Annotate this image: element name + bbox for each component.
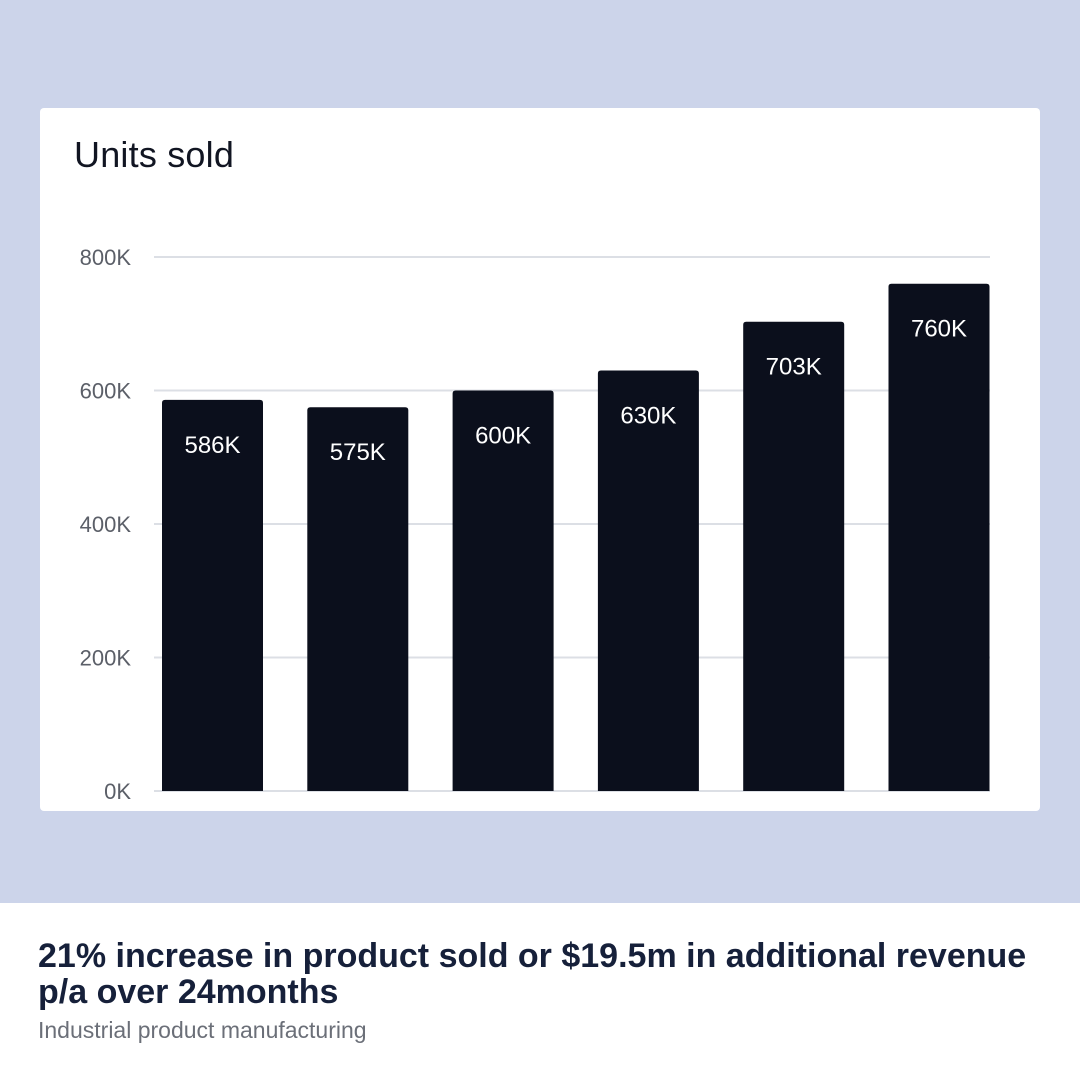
bar-value-label: 630K (620, 402, 676, 429)
bar (307, 407, 409, 791)
bar (597, 370, 699, 791)
bar-value-label: 703K (766, 354, 822, 381)
grid-lines (154, 256, 990, 792)
bar (743, 321, 845, 791)
bar-value-label: 586K (184, 432, 240, 459)
caption-panel (0, 903, 1080, 1080)
y-tick-label: 400K (80, 512, 132, 537)
caption-subtitle: Industrial product manufacturing (38, 1017, 367, 1043)
y-tick-label: 200K (80, 646, 132, 671)
bar (452, 390, 554, 791)
bars (162, 283, 990, 791)
bar-value-label: 600K (475, 423, 531, 450)
bar-chart: 0K 200K 400K 600K 800K 586K 575K 600K 630K 703K 7… (80, 245, 990, 804)
y-tick-label: 600K (80, 379, 132, 404)
caption-headline: 21% increase in product sold or $19.5m i… (38, 937, 1027, 1011)
bar (888, 283, 990, 791)
chart-title: Units sold (74, 134, 235, 175)
data-labels: 586K 575K 600K 630K 703K 760K (184, 316, 967, 466)
bar (162, 399, 263, 791)
y-tick-label: 800K (80, 245, 132, 270)
y-tick-label: 0K (104, 779, 131, 804)
bar-value-label: 760K (911, 316, 967, 343)
bar-value-label: 575K (330, 439, 386, 466)
y-axis-ticks: 0K 200K 400K 600K 800K (80, 245, 132, 804)
